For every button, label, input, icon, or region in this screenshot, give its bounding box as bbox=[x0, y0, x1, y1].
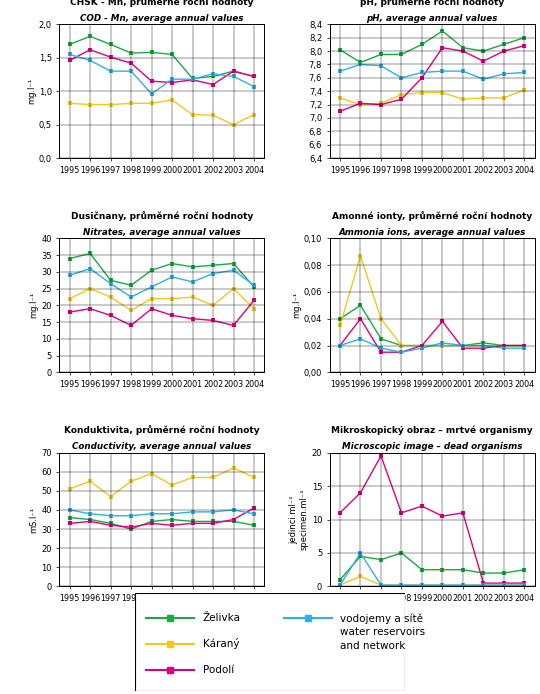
Text: Mikroskopický obraz – mrtvé organismy: Mikroskopický obraz – mrtvé organismy bbox=[332, 425, 533, 435]
Text: Ammonia ions, average annual values: Ammonia ions, average annual values bbox=[339, 228, 526, 237]
Text: Želivka: Želivka bbox=[202, 613, 240, 623]
Text: Podolí: Podolí bbox=[202, 665, 234, 675]
Y-axis label: mg.l⁻¹: mg.l⁻¹ bbox=[292, 292, 301, 319]
FancyBboxPatch shape bbox=[135, 593, 405, 691]
Text: CHSK - Mn, průměrné roční hodnoty: CHSK - Mn, průměrné roční hodnoty bbox=[70, 0, 254, 7]
Text: Nitrates, average annual values: Nitrates, average annual values bbox=[83, 228, 241, 237]
Text: pH, average annual values: pH, average annual values bbox=[367, 14, 498, 23]
Text: Amonné ionty, průměrné roční hodnoty: Amonné ionty, průměrné roční hodnoty bbox=[332, 211, 532, 221]
Text: Conductivity, average annual values: Conductivity, average annual values bbox=[72, 442, 252, 451]
Text: COD - Mn, average annual values: COD - Mn, average annual values bbox=[80, 14, 244, 23]
Y-axis label: mg.l⁻¹: mg.l⁻¹ bbox=[27, 78, 36, 104]
Y-axis label: mg.l⁻¹: mg.l⁻¹ bbox=[29, 292, 38, 319]
Text: vodojemy a sítě
water reservoirs
and network: vodojemy a sítě water reservoirs and net… bbox=[340, 613, 426, 651]
Y-axis label: mS.l⁻¹: mS.l⁻¹ bbox=[29, 507, 38, 532]
Text: Káraný: Káraný bbox=[202, 638, 239, 650]
Text: Konduktivita, průměrné roční hodnoty: Konduktivita, průměrné roční hodnoty bbox=[64, 425, 260, 435]
Y-axis label: jedinci.ml⁻¹
specimen.ml⁻¹: jedinci.ml⁻¹ specimen.ml⁻¹ bbox=[289, 489, 309, 550]
Text: Dusičnany, průměrné roční hodnoty: Dusičnany, průměrné roční hodnoty bbox=[71, 211, 253, 221]
Text: pH, průměrné roční hodnoty: pH, průměrné roční hodnoty bbox=[360, 0, 504, 7]
Text: Microscopic image – dead organisms: Microscopic image – dead organisms bbox=[342, 442, 522, 451]
